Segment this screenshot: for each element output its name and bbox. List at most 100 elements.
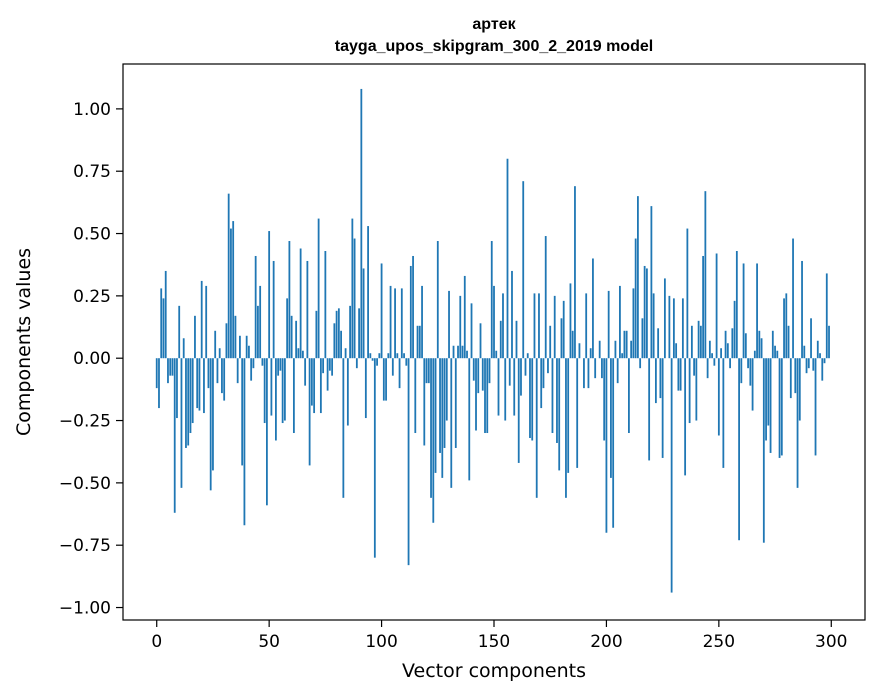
bar-278	[780, 358, 783, 456]
bar-20	[200, 280, 203, 359]
bar-84	[344, 348, 347, 359]
bar-49	[266, 358, 268, 506]
bar-159	[513, 358, 516, 416]
bar-87	[351, 218, 354, 359]
bar-1	[158, 358, 160, 409]
bar-254	[726, 343, 729, 359]
bar-265	[751, 358, 754, 411]
bar-124	[434, 358, 437, 473]
bar-145	[481, 358, 484, 391]
bar-160	[515, 320, 518, 359]
bar-30	[223, 358, 226, 401]
bar-161	[517, 358, 520, 463]
bar-18	[196, 358, 199, 409]
bar-198	[601, 358, 603, 379]
bar-115	[414, 358, 417, 434]
bar-112	[407, 358, 410, 566]
bar-146	[484, 358, 486, 434]
bar-153	[499, 320, 502, 359]
bar-172	[542, 358, 545, 389]
bar-26	[214, 330, 217, 359]
bar-108	[398, 358, 401, 389]
bar-286	[798, 358, 801, 421]
bar-116	[416, 325, 419, 359]
bar-299	[828, 325, 830, 359]
bar-234	[681, 298, 684, 359]
bar-285	[796, 358, 799, 488]
bar-163	[522, 181, 525, 359]
bar-271	[765, 358, 767, 441]
bar-69	[310, 358, 313, 406]
bar-77	[328, 358, 331, 371]
bar-32	[227, 193, 230, 359]
bar-210	[628, 358, 630, 434]
bar-193	[589, 348, 592, 359]
bar-205	[616, 358, 619, 384]
bar-292	[812, 358, 815, 371]
bar-225	[661, 358, 664, 458]
bar-90	[358, 308, 360, 359]
bar-135	[459, 295, 462, 359]
y-tick-label: −0.75	[59, 536, 111, 556]
bar-188	[578, 343, 581, 359]
bar-230	[672, 298, 675, 359]
bar-60	[290, 315, 293, 359]
bar-294	[816, 340, 819, 359]
bar-277	[778, 358, 781, 458]
bar-19	[198, 358, 201, 411]
bar-199	[603, 358, 606, 441]
bar-242	[699, 325, 702, 359]
bar-211	[630, 340, 633, 359]
bar-88	[353, 238, 356, 359]
bar-152	[497, 358, 500, 416]
bar-70	[313, 358, 316, 414]
bar-177	[553, 295, 556, 359]
bar-106	[394, 288, 396, 359]
bar-290	[807, 358, 810, 369]
bar-42	[250, 358, 253, 381]
bar-164	[524, 358, 527, 376]
bar-41	[248, 345, 250, 359]
bar-0	[155, 358, 158, 389]
bar-95	[369, 353, 372, 359]
bar-140	[470, 303, 473, 359]
x-tick-label: 300	[815, 632, 847, 652]
bar-120	[425, 358, 428, 384]
bar-207	[621, 353, 624, 359]
bar-71	[315, 310, 318, 359]
y-tick-label: 1.00	[73, 100, 111, 120]
bar-203	[612, 358, 615, 528]
bar-3	[162, 298, 165, 359]
bar-192	[587, 358, 590, 389]
bar-155	[504, 358, 507, 421]
bar-244	[704, 191, 707, 359]
y-tick-label: 0.25	[73, 287, 111, 307]
bar-35	[234, 315, 237, 359]
bar-251	[720, 348, 722, 359]
bar-40	[245, 335, 248, 359]
bar-99	[378, 353, 381, 359]
bar-154	[502, 293, 504, 359]
bar-238	[690, 325, 693, 359]
bar-282	[789, 358, 792, 399]
bar-258	[735, 251, 738, 359]
bar-229	[670, 358, 673, 593]
bar-13	[185, 358, 187, 448]
bar-150	[493, 285, 495, 359]
bar-166	[529, 358, 531, 438]
bar-283	[792, 238, 794, 359]
bar-197	[598, 340, 601, 359]
bar-46	[259, 285, 262, 359]
y-tick-label: −0.25	[59, 412, 111, 432]
bar-8	[173, 358, 176, 513]
bar-61	[292, 358, 295, 434]
bar-279	[783, 298, 785, 359]
bar-52	[272, 260, 275, 359]
bar-259	[738, 358, 740, 541]
x-tick-label: 250	[703, 632, 735, 652]
bar-167	[531, 358, 534, 441]
bar-92	[362, 268, 365, 359]
x-tick-label: 100	[365, 632, 397, 652]
bar-11	[180, 358, 183, 488]
